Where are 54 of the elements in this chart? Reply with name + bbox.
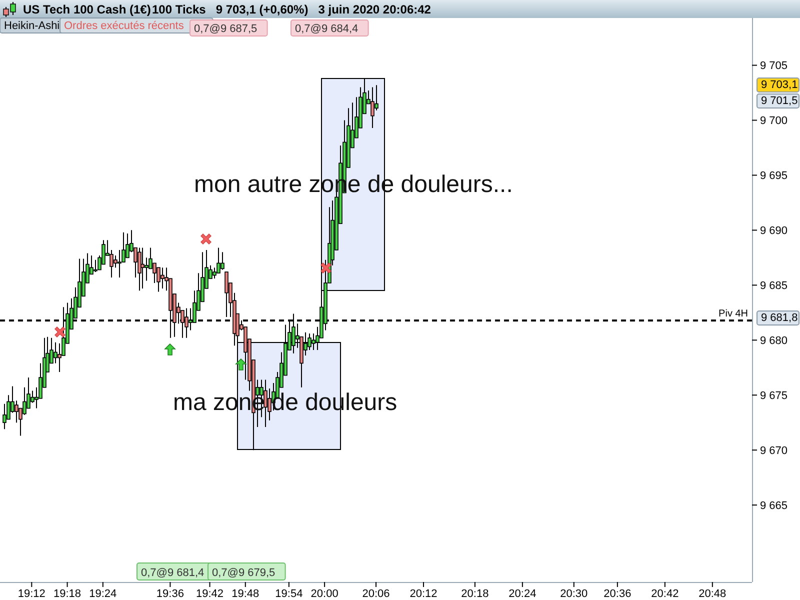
y-tick-label: 9 665 (760, 500, 788, 512)
x-tick-label: 19:54 (275, 588, 303, 600)
x-tick-label: 20:12 (410, 588, 438, 600)
text: 9 701,5 (761, 95, 798, 107)
x-tick-label: 20:48 (698, 588, 726, 600)
candlestick (212, 267, 216, 280)
y-tick-label: 9 700 (760, 115, 788, 128)
x-tick-label: 19:42 (196, 588, 224, 600)
annotation: 0,7@9 679,5 (212, 567, 276, 579)
y-tick-label: 9 695 (760, 170, 788, 182)
x-tick-label: 20:36 (604, 588, 632, 600)
candlestick (22, 386, 26, 416)
candlestick (160, 267, 164, 289)
x-tick-label: 20:24 (508, 588, 536, 600)
annotation: 0,7@9 684,4 (295, 23, 358, 35)
candlestick (370, 86, 374, 128)
y-tick-label: 9 690 (760, 225, 788, 238)
candlestick (156, 267, 160, 292)
candlestick (140, 247, 144, 289)
text: 9 681,8 (761, 312, 798, 324)
x-tick-label: 19:48 (232, 588, 260, 600)
x-tick-label: 19:18 (54, 588, 82, 600)
text: 9 703,1 (761, 79, 798, 91)
x-tick-label: 20:00 (310, 588, 338, 600)
x-tick-label: 20:30 (560, 588, 588, 600)
annotation: Ordres exécutés récents (64, 20, 184, 32)
annotation: 0,7@9 687,5 (194, 23, 258, 35)
x-tick-label: 19:12 (18, 588, 46, 600)
candlestick (126, 232, 130, 258)
x-tick-label: 20:18 (461, 588, 489, 600)
y-tick-label: 9 670 (760, 444, 788, 457)
x-tick-label: 19:36 (156, 588, 184, 600)
candlestick (94, 259, 98, 272)
y-tick-label: 9 680 (760, 334, 788, 347)
ref-line-label: Piv 4H (718, 308, 748, 320)
x-tick-label: 20:42 (651, 588, 679, 600)
candlestick (144, 257, 148, 282)
y-tick-label: 9 685 (760, 280, 788, 292)
chart-title: US Tech 100 Cash (1€) (23, 2, 151, 16)
candlestick (152, 262, 156, 284)
annotation: 0,7@9 681,4 (141, 567, 204, 579)
y-tick-label: 9 705 (760, 60, 788, 72)
x-tick-label: 19:24 (89, 588, 117, 600)
chart-subtitle: 100 Ticks 9 703,1 (+0,60%) 3 juin 2020 20:06:42 (152, 2, 432, 16)
candlestick (14, 400, 18, 424)
candlestick (118, 249, 122, 278)
annotation: Heikin-Ashi (4, 20, 60, 32)
candlestick (110, 249, 114, 278)
candlestick (138, 247, 142, 292)
x-tick-label: 20:06 (362, 588, 390, 600)
candlestick (2, 403, 6, 430)
candlestick (224, 271, 228, 318)
y-tick-label: 9 675 (760, 390, 788, 402)
candlestick (220, 252, 224, 270)
